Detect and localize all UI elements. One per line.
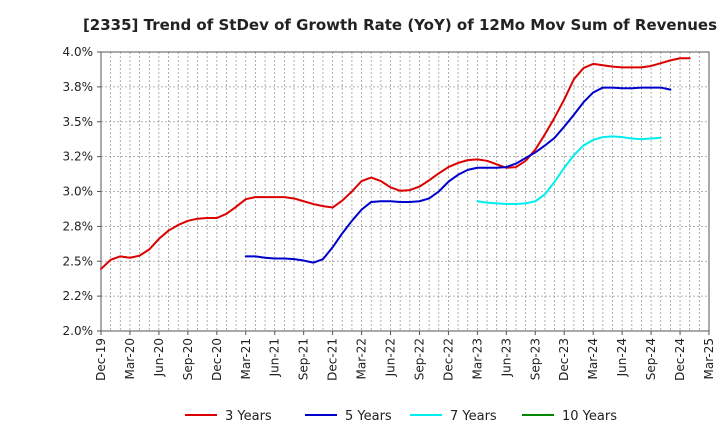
axis-layer: 4.0%3.8%3.5%3.2%3.0%2.8%2.5%2.2%2.0%Dec-… bbox=[63, 45, 717, 381]
x-tick-label: Mar-23 bbox=[470, 338, 484, 379]
x-tick-label: Jun-23 bbox=[499, 338, 513, 377]
x-tick-label: Mar-22 bbox=[355, 338, 369, 379]
y-tick-label: 2.8% bbox=[63, 219, 94, 233]
x-tick-label: Sep-22 bbox=[412, 338, 426, 380]
x-tick-label: Dec-19 bbox=[94, 338, 108, 381]
x-tick-label: Sep-23 bbox=[528, 338, 542, 380]
x-tick-label: Jun-22 bbox=[384, 338, 398, 377]
grid-layer bbox=[100, 51, 710, 332]
y-tick-label: 2.5% bbox=[63, 254, 94, 268]
y-tick-label: 3.5% bbox=[63, 115, 94, 129]
x-tick-label: Sep-24 bbox=[644, 338, 658, 380]
x-tick-label: Dec-22 bbox=[441, 338, 455, 381]
y-tick-label: 3.0% bbox=[63, 185, 94, 199]
x-tick-label: Jun-24 bbox=[615, 338, 629, 377]
x-tick-label: Sep-20 bbox=[181, 338, 195, 380]
legend: 3 Years 5 Years 7 Years 10 Years bbox=[185, 409, 617, 424]
y-tick-label: 2.0% bbox=[63, 324, 94, 338]
x-tick-label: Jun-20 bbox=[152, 338, 166, 377]
legend-label: 3 Years bbox=[225, 409, 272, 424]
y-tick-label: 3.2% bbox=[63, 150, 94, 164]
x-tick-label: Dec-23 bbox=[557, 338, 571, 381]
series-line-7-years bbox=[476, 135, 662, 206]
legend-label: 7 Years bbox=[450, 409, 497, 424]
y-tick-label: 4.0% bbox=[63, 45, 94, 59]
x-tick-label: Dec-21 bbox=[326, 338, 340, 381]
x-tick-label: Mar-20 bbox=[123, 338, 137, 379]
legend-label: 10 Years bbox=[562, 409, 617, 424]
y-tick-label: 3.8% bbox=[63, 80, 94, 94]
x-tick-label: Dec-20 bbox=[210, 338, 224, 381]
x-tick-label: Dec-24 bbox=[673, 338, 687, 381]
series-line-3-years bbox=[100, 57, 691, 270]
series-layer bbox=[100, 57, 691, 270]
x-tick-label: Jun-21 bbox=[268, 338, 282, 377]
y-tick-label: 2.2% bbox=[63, 289, 94, 303]
x-tick-label: Mar-25 bbox=[702, 338, 716, 379]
x-tick-label: Mar-24 bbox=[586, 338, 600, 379]
chart-title: [2335] Trend of StDev of Growth Rate (Yo… bbox=[83, 16, 717, 34]
x-tick-label: Mar-21 bbox=[239, 338, 253, 379]
series-line-5-years bbox=[244, 86, 672, 264]
legend-label: 5 Years bbox=[345, 409, 392, 424]
x-tick-label: Sep-21 bbox=[297, 338, 311, 380]
